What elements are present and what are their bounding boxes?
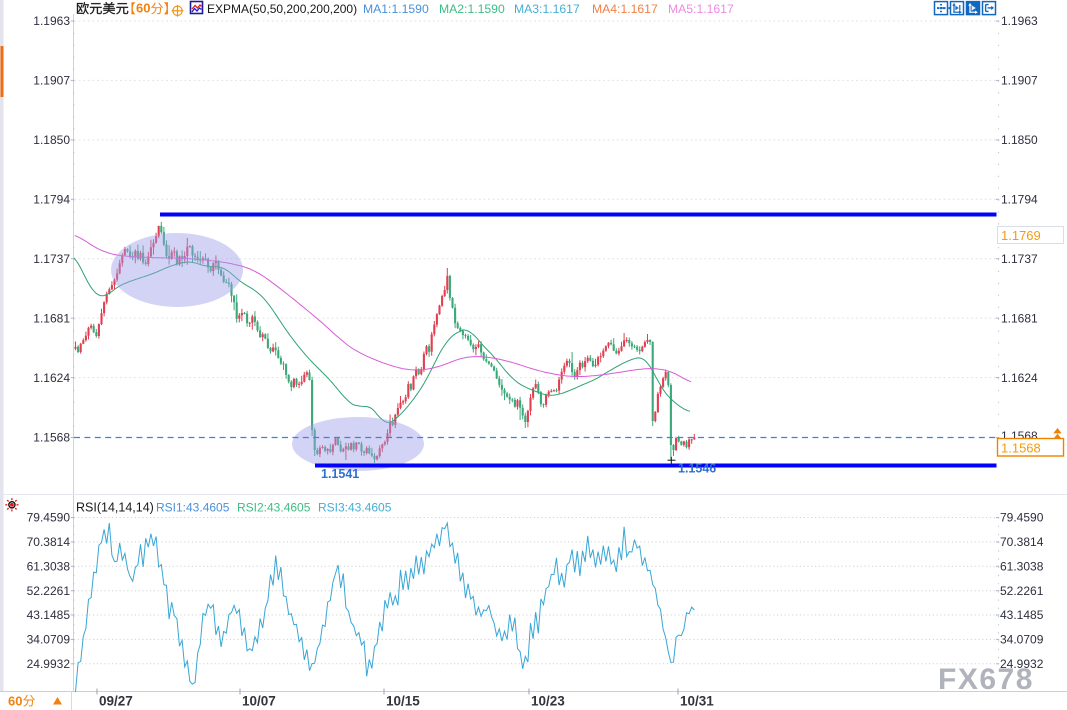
svg-text:1.1907: 1.1907 bbox=[1001, 74, 1038, 88]
svg-text:10/07: 10/07 bbox=[242, 694, 276, 709]
svg-text:1.1568: 1.1568 bbox=[1001, 440, 1041, 455]
svg-text:52.2261: 52.2261 bbox=[27, 584, 71, 598]
svg-text:MA1:1.1590: MA1:1.1590 bbox=[363, 2, 429, 16]
svg-text:60: 60 bbox=[136, 1, 150, 16]
svg-text:RSI(14,14,14): RSI(14,14,14) bbox=[76, 501, 154, 515]
svg-text:1.1681: 1.1681 bbox=[1001, 311, 1038, 325]
svg-text:1.1769: 1.1769 bbox=[1001, 228, 1041, 243]
svg-text:70.3814: 70.3814 bbox=[27, 535, 71, 549]
svg-text:1.1568: 1.1568 bbox=[33, 431, 70, 445]
svg-text:1.1850: 1.1850 bbox=[1001, 133, 1038, 147]
svg-text:1.1907: 1.1907 bbox=[33, 74, 70, 88]
svg-text:1.1624: 1.1624 bbox=[1001, 371, 1038, 385]
svg-text:1.1963: 1.1963 bbox=[1001, 14, 1038, 28]
svg-text:MA2:1.1590: MA2:1.1590 bbox=[439, 2, 505, 16]
svg-text:FX678: FX678 bbox=[938, 663, 1034, 696]
svg-text:1.1737: 1.1737 bbox=[1001, 252, 1038, 266]
svg-text:1.1737: 1.1737 bbox=[33, 252, 70, 266]
svg-text:43.1485: 43.1485 bbox=[27, 608, 71, 622]
svg-text:24.9932: 24.9932 bbox=[27, 657, 71, 671]
svg-text:61.3038: 61.3038 bbox=[1000, 560, 1044, 574]
svg-text:1.1541: 1.1541 bbox=[321, 467, 359, 481]
svg-text:70.3814: 70.3814 bbox=[1000, 535, 1044, 549]
svg-text:10/23: 10/23 bbox=[531, 694, 565, 709]
svg-text:RSI3:43.4605: RSI3:43.4605 bbox=[318, 501, 392, 515]
svg-text:1.1624: 1.1624 bbox=[33, 371, 70, 385]
svg-text:1.1850: 1.1850 bbox=[33, 133, 70, 147]
svg-text:60: 60 bbox=[8, 694, 22, 709]
svg-text:1.1963: 1.1963 bbox=[33, 14, 70, 28]
svg-text:1.1794: 1.1794 bbox=[1001, 193, 1038, 207]
svg-text:61.3038: 61.3038 bbox=[27, 560, 71, 574]
svg-text:RSI1:43.4605: RSI1:43.4605 bbox=[156, 501, 230, 515]
svg-text:34.0709: 34.0709 bbox=[1000, 633, 1044, 647]
svg-text:10/15: 10/15 bbox=[386, 694, 420, 709]
svg-text:1.1794: 1.1794 bbox=[33, 193, 70, 207]
svg-text:79.4590: 79.4590 bbox=[27, 511, 71, 525]
svg-text:1.1681: 1.1681 bbox=[33, 311, 70, 325]
svg-text:10/31: 10/31 bbox=[680, 694, 714, 709]
svg-text:RSI2:43.4605: RSI2:43.4605 bbox=[237, 501, 311, 515]
svg-text:MA4:1.1617: MA4:1.1617 bbox=[592, 2, 658, 16]
svg-text:52.2261: 52.2261 bbox=[1000, 584, 1044, 598]
svg-text:EXPMA(50,50,200,200,200): EXPMA(50,50,200,200,200) bbox=[207, 2, 357, 16]
svg-text:FX678: FX678 bbox=[939, 664, 1035, 697]
svg-text:43.1485: 43.1485 bbox=[1000, 608, 1044, 622]
svg-text:1.1546: 1.1546 bbox=[678, 462, 716, 476]
svg-text:MA5:1.1617: MA5:1.1617 bbox=[668, 2, 734, 16]
svg-text:09/27: 09/27 bbox=[99, 694, 133, 709]
svg-text:MA3:1.1617: MA3:1.1617 bbox=[514, 2, 580, 16]
svg-text:79.4590: 79.4590 bbox=[1000, 511, 1044, 525]
svg-text:24.9932: 24.9932 bbox=[1000, 657, 1044, 671]
svg-text:34.0709: 34.0709 bbox=[27, 633, 71, 647]
